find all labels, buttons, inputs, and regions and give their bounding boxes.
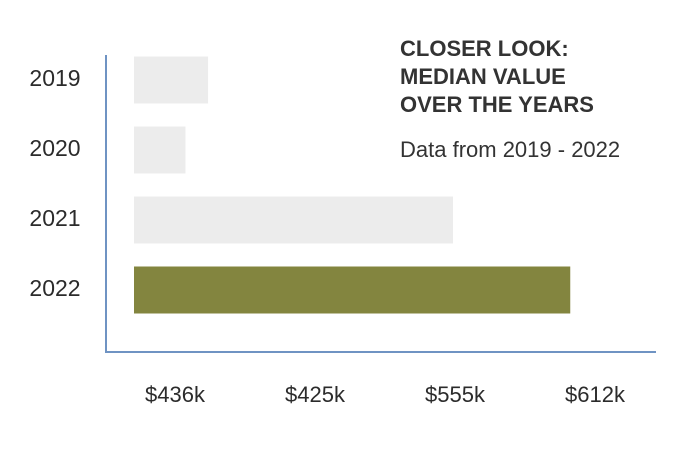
value-label: $436k: [145, 382, 206, 407]
bar: [134, 266, 571, 314]
chart-subtitle: Data from 2019 - 2022: [400, 137, 620, 162]
y-tick-label: 2020: [29, 135, 80, 161]
value-label: $555k: [425, 382, 486, 407]
value-label: $612k: [565, 382, 626, 407]
chart-title: OVER THE YEARS: [400, 92, 594, 117]
bar: [134, 126, 186, 174]
chart-title: CLOSER LOOK:: [400, 36, 569, 61]
y-tick-label: 2022: [29, 275, 80, 301]
value-label: $425k: [285, 382, 346, 407]
y-tick-label: 2019: [29, 65, 80, 91]
bar: [134, 196, 453, 244]
chart-title: MEDIAN VALUE: [400, 64, 566, 89]
y-tick-label: 2021: [29, 205, 80, 231]
bar: [134, 56, 209, 104]
